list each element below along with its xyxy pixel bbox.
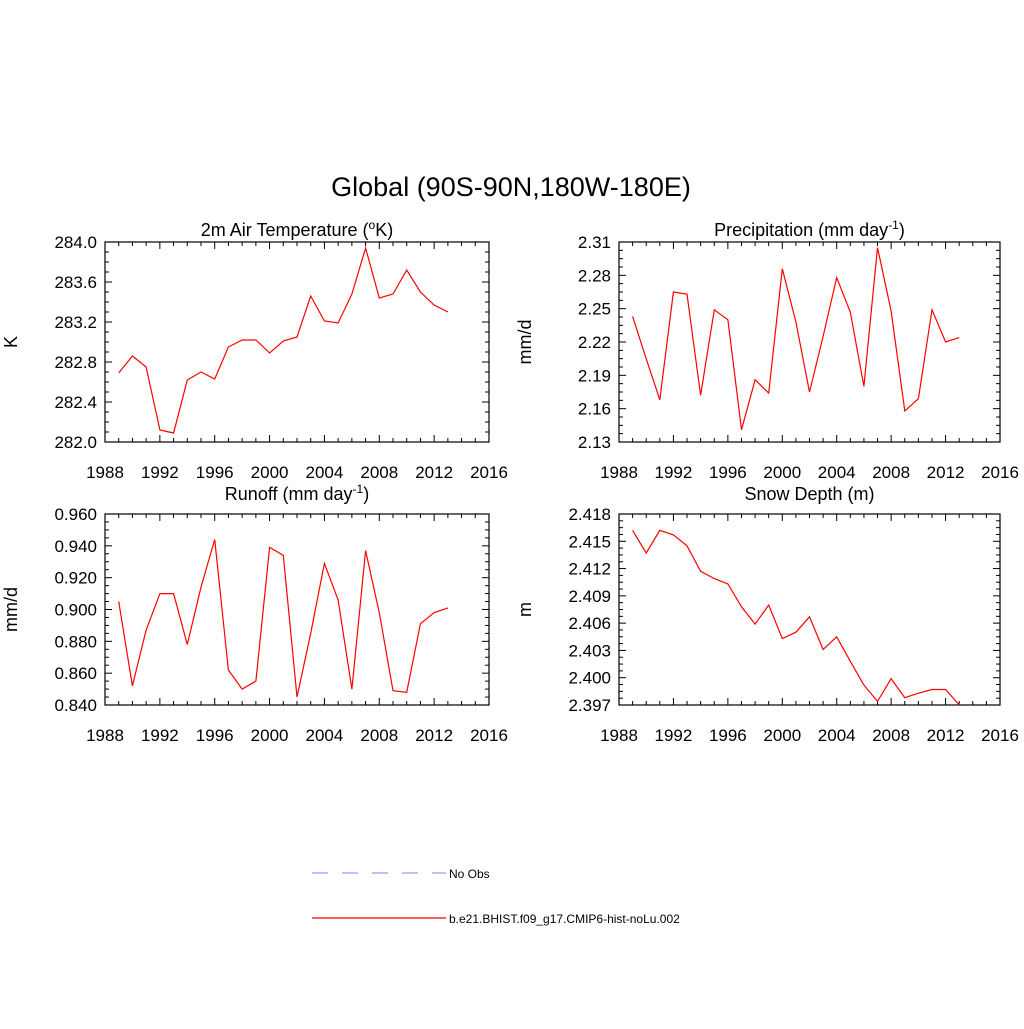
x-tick-label: 2000	[763, 463, 801, 482]
y-tick-label: 282.0	[54, 433, 97, 452]
x-tick-label: 1988	[600, 463, 638, 482]
y-tick-label: 2.28	[578, 266, 611, 285]
x-tick-label: 1992	[655, 463, 693, 482]
x-tick-label: 2004	[306, 726, 344, 745]
x-tick-label: 2000	[251, 726, 289, 745]
y-tick-label: 282.4	[54, 393, 97, 412]
panel-title: Precipitation (mm day-1)	[714, 218, 905, 240]
y-axis-label: mm/d	[1, 587, 21, 632]
y-tick-label: 0.880	[54, 632, 97, 651]
x-tick-label: 2000	[251, 463, 289, 482]
x-tick-label: 2008	[360, 726, 398, 745]
chart-panel-2: 1988 1992 1996 2000 2004 2008 2012 2016 2.13 2.16…	[515, 218, 1019, 482]
y-tick-label: 2.406	[568, 614, 611, 633]
legend: No Obs b.e21.BHIST.f09_g17.CMIP6-hist-noL…	[312, 867, 680, 926]
x-tick-label: 2012	[415, 463, 453, 482]
plot-frame	[618, 241, 1001, 443]
x-tick-label: 2012	[415, 726, 453, 745]
legend-label-1: No Obs	[449, 867, 490, 881]
series-line	[632, 247, 960, 430]
y-axis-label: mm/d	[515, 320, 535, 365]
y-tick-label: 2.415	[568, 532, 611, 551]
x-tick-label: 2004	[306, 463, 344, 482]
x-tick-label: 1996	[709, 463, 747, 482]
y-tick-label: 0.940	[54, 537, 97, 556]
x-tick-label: 2008	[872, 463, 910, 482]
legend-label-2: b.e21.BHIST.f09_g17.CMIP6-hist-noLu.002	[449, 912, 680, 926]
x-tick-label: 2000	[763, 726, 801, 745]
series-line	[118, 539, 449, 698]
x-tick-label: 2004	[818, 726, 856, 745]
x-tick-label: 1992	[141, 463, 179, 482]
y-tick-label: 284.0	[54, 233, 97, 252]
y-tick-label: 282.8	[54, 353, 97, 372]
x-tick-label: 2008	[360, 463, 398, 482]
y-tick-label: 2.25	[578, 300, 611, 319]
x-tick-label: 2012	[927, 726, 965, 745]
y-tick-label: 0.840	[54, 696, 97, 715]
chart-panel-1: 1988 1992 1996 2000 2004 2008 2012 2016 282.0 282…	[1, 218, 508, 482]
x-tick-label: 1996	[709, 726, 747, 745]
y-tick-label: 283.6	[54, 273, 97, 292]
y-tick-label: 2.19	[578, 366, 611, 385]
y-tick-label: 2.397	[568, 696, 611, 715]
chart-panel-4: 1988 1992 1996 2000 2004 2008 2012 2016 2.397 2.4…	[515, 484, 1019, 745]
y-axis-label: m	[515, 602, 535, 617]
x-tick-label: 1996	[196, 463, 234, 482]
y-tick-label: 2.31	[578, 233, 611, 252]
panel-title: Runoff (mm day-1)	[225, 482, 369, 504]
plot-frame	[104, 241, 490, 443]
x-tick-label: 2016	[981, 463, 1019, 482]
y-tick-label: 0.920	[54, 569, 97, 588]
series-line	[118, 245, 449, 434]
x-tick-label: 2016	[470, 463, 508, 482]
x-tick-label: 1988	[86, 463, 124, 482]
panel-title: Snow Depth (m)	[744, 484, 874, 504]
x-tick-label: 1992	[141, 726, 179, 745]
x-tick-label: 1988	[86, 726, 124, 745]
y-tick-label: 2.403	[568, 641, 611, 660]
figure-title: Global (90S-90N,180W-180E)	[331, 172, 691, 202]
y-tick-label: 2.16	[578, 400, 611, 419]
x-tick-label: 1988	[600, 726, 638, 745]
y-tick-label: 2.22	[578, 333, 611, 352]
y-tick-label: 2.409	[568, 587, 611, 606]
panels: 1988 1992 1996 2000 2004 2008 2012 2016 282.0 282…	[1, 218, 1019, 745]
series-line	[632, 529, 960, 706]
x-tick-label: 2008	[872, 726, 910, 745]
x-tick-label: 2012	[927, 463, 965, 482]
y-tick-label: 2.13	[578, 433, 611, 452]
y-tick-label: 2.418	[568, 505, 611, 524]
chart-panel-3: 1988 1992 1996 2000 2004 2008 2012 2016 0.840 0.8…	[1, 482, 508, 745]
y-tick-label: 0.860	[54, 664, 97, 683]
x-tick-label: 2016	[981, 726, 1019, 745]
y-axis-label: K	[1, 336, 21, 348]
y-tick-label: 2.400	[568, 669, 611, 688]
y-tick-label: 2.412	[568, 560, 611, 579]
x-tick-label: 2016	[470, 726, 508, 745]
panel-title: 2m Air Temperature (oK)	[201, 218, 393, 240]
y-tick-label: 0.900	[54, 601, 97, 620]
x-tick-label: 1992	[655, 726, 693, 745]
plot-frame	[618, 513, 1001, 706]
x-tick-label: 2004	[818, 463, 856, 482]
x-tick-label: 1996	[196, 726, 234, 745]
y-tick-label: 283.2	[54, 313, 97, 332]
plot-frame	[104, 513, 490, 706]
y-tick-label: 0.960	[54, 505, 97, 524]
